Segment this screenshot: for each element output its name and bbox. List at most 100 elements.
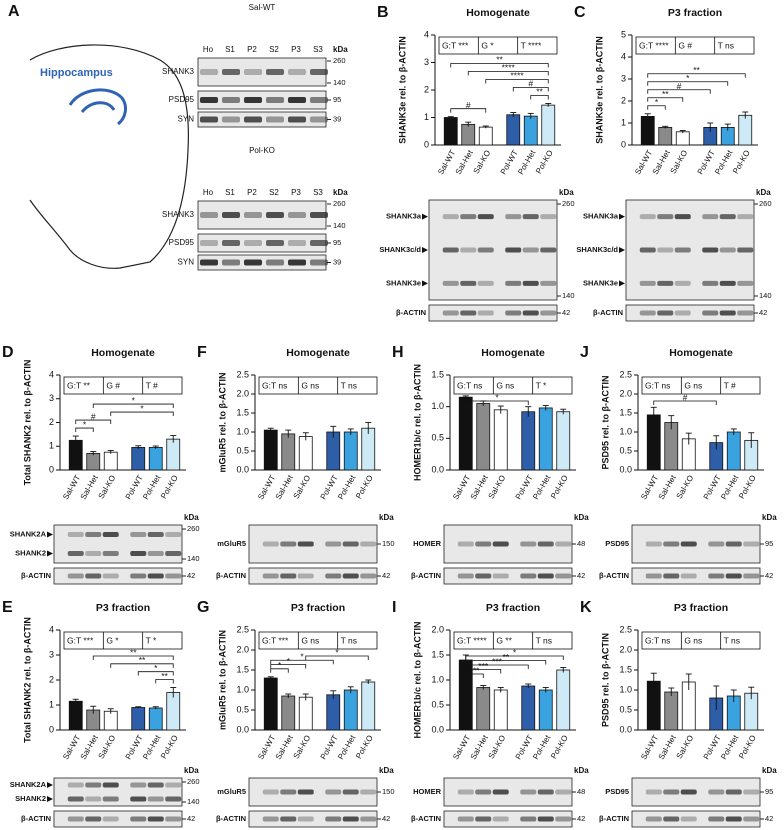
unit-label: kDa (333, 188, 348, 197)
lane-label: S3 (313, 188, 323, 197)
y-tick-label: 2.0 (236, 388, 249, 398)
significance-bracket (647, 89, 711, 94)
blot-band (266, 116, 284, 123)
marker-label: 260 (562, 199, 575, 208)
blot-band (288, 212, 306, 218)
blot-band (147, 532, 164, 537)
y-axis-label: Total SHANK2 rel. to β-ACTIN (22, 617, 32, 743)
bar (538, 689, 553, 731)
blot-label: SHANK3a (583, 212, 619, 221)
unit-label: kDa (559, 188, 574, 197)
significance-label: ** (130, 647, 137, 657)
x-tick-label: Pol-KO (731, 149, 752, 176)
chart-title: P3 fraction (486, 602, 540, 614)
blot-band (702, 310, 719, 316)
blot-label: β-ACTIN (21, 814, 51, 823)
blot-band (102, 532, 119, 537)
y-tick-label: 1.5 (431, 369, 444, 379)
y-axis-label: mGluR5 rel. to β-ACTIN (217, 373, 227, 473)
marker-label: 260 (333, 199, 346, 208)
marker-label: 95 (333, 238, 341, 247)
significance-label: * (278, 660, 282, 670)
y-axis-label: mGluR5 rel. to β-ACTIN (217, 630, 227, 730)
stats-text: G * (106, 635, 119, 645)
marker-label: 42 (765, 571, 773, 580)
x-tick-label: Pol-KO (549, 734, 570, 761)
y-tick-label: 2.0 (431, 624, 444, 634)
blot-label: β-ACTIN (216, 814, 246, 823)
blot-band (645, 541, 662, 547)
significance-bracket (465, 669, 502, 674)
y-tick-label: 1 (49, 441, 54, 451)
significance-bracket (465, 673, 484, 678)
unit-label: kDa (379, 766, 394, 775)
blot-band (280, 816, 297, 822)
bar (166, 692, 181, 731)
band-arrow (422, 213, 428, 220)
bar (556, 411, 571, 471)
stats-box (453, 376, 573, 395)
marker-label: 140 (187, 797, 200, 806)
significance-label: ** (139, 655, 146, 665)
blot-label: β-ACTIN (396, 308, 426, 317)
blot-band (537, 816, 554, 822)
lane-label: P2 (247, 45, 257, 54)
significance-bracket (647, 105, 666, 110)
blot-band (520, 541, 537, 547)
blot-group-title: Pol-KO (249, 146, 275, 155)
stats-text: T ns (341, 380, 357, 390)
blot-band (520, 573, 537, 579)
y-tick-label: 1.0 (236, 426, 249, 436)
blot-label: mGluR5 (217, 539, 246, 548)
blot-band (460, 310, 477, 316)
stats-text: G # (678, 40, 692, 50)
significance-label: * (154, 663, 158, 673)
blot-band (645, 816, 662, 822)
blot-band (680, 573, 697, 579)
y-tick-label: 2.5 (619, 369, 632, 379)
unit-label: kDa (762, 513, 777, 522)
blot-band (130, 782, 147, 788)
blot-band (540, 247, 557, 253)
blot-band (505, 214, 522, 220)
stats-text: G:T ns (457, 380, 482, 390)
y-tick-label: 1.0 (431, 401, 444, 411)
blot-band (737, 280, 754, 286)
blot-band (288, 97, 306, 103)
panel-label: G (197, 599, 209, 616)
blot-label: mGluR5 (217, 787, 246, 796)
y-tick-label: 0.0 (619, 464, 632, 474)
marker-label: 42 (562, 308, 570, 317)
significance-label: ** (693, 65, 700, 75)
blot-band (262, 816, 279, 822)
stats-text: T ns (718, 40, 734, 50)
blot-strip (53, 777, 183, 807)
blot-band (639, 214, 656, 220)
panel-label: K (580, 599, 592, 616)
band-arrow (47, 782, 53, 788)
blot-band (663, 789, 680, 795)
y-tick-label: 4 (621, 51, 626, 61)
bar (493, 689, 508, 731)
blot-band (102, 796, 119, 802)
blot-label: β-ACTIN (21, 571, 51, 580)
y-axis-label: Total SHANK2 rel. to β-ACTIN (22, 360, 32, 486)
significance-bracket (75, 419, 112, 425)
chart-title: P3 fraction (668, 7, 722, 19)
y-axis-label: PSD95 rel. to β-ACTIN (600, 633, 610, 727)
blot-band (680, 816, 697, 822)
marker-label: 140 (187, 554, 200, 563)
panel-label: I (392, 599, 396, 616)
y-axis-label: HOMER1b/c rel. to β-ACTIN (412, 364, 422, 481)
blot-band (492, 789, 509, 795)
blot-band (147, 816, 164, 822)
y-tick-label: 1.5 (619, 664, 632, 674)
blot-band (680, 789, 697, 795)
stats-text: T * (146, 635, 157, 645)
significance-bracket (467, 71, 549, 76)
blot-band (555, 541, 572, 547)
blot-band (657, 310, 674, 316)
blot-band (266, 240, 284, 246)
significance-bracket (653, 400, 717, 405)
y-tick-label: 1.5 (431, 649, 444, 659)
